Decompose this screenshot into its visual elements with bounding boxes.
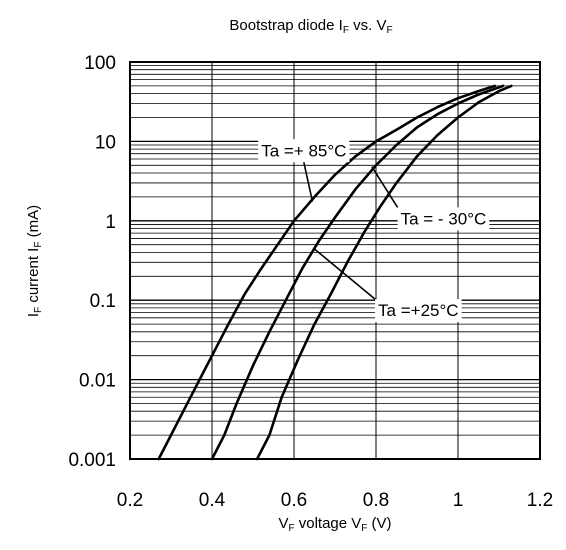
x-tick-label: 0.4 — [199, 490, 226, 511]
x-tick-label: 1 — [453, 490, 464, 511]
x-axis-label: VF voltage VF (V) — [278, 515, 391, 534]
y-tick-label: 0.1 — [90, 291, 116, 312]
x-tick-label: 0.6 — [281, 490, 307, 511]
annotations: Ta =+ 85°C Ta = - 30°C Ta =+25°C — [258, 139, 490, 323]
y-tick-label: 0.001 — [68, 450, 116, 471]
annotation-box — [375, 299, 462, 323]
series-lines — [157, 84, 513, 461]
series-line-2 — [210, 84, 505, 461]
y-axis-label: IF current IF (mA) — [25, 205, 44, 317]
annotation-3: Ta =+25°C — [313, 247, 462, 323]
annotation-1: Ta =+ 85°C — [258, 139, 350, 202]
annotation-label: Ta =+25°C — [378, 301, 459, 320]
x-tick-label: 0.8 — [363, 490, 389, 511]
annotation-leader — [313, 247, 376, 300]
annotation-box — [397, 207, 490, 231]
tick-labels: 0.2 0.4 0.6 0.8 1 1.2 0.001 0.01 0.1 1 10 100 — [68, 53, 553, 511]
y-tick-label: 10 — [95, 132, 116, 153]
series-line-3 — [255, 84, 513, 461]
annotation-leader — [371, 166, 399, 208]
y-tick-label: 100 — [84, 53, 116, 74]
y-tick-label: 0.01 — [79, 371, 116, 392]
annotation-box — [258, 139, 350, 163]
annotation-2: Ta = - 30°C — [371, 166, 490, 231]
plot-area — [129, 61, 541, 460]
annotation-leader — [303, 162, 314, 202]
series-line-1 — [157, 84, 497, 461]
chart-title: Bootstrap diode IF vs. VF — [229, 17, 392, 36]
grid — [130, 62, 540, 459]
annotation-label: Ta = - 30°C — [401, 209, 487, 228]
x-tick-label: 0.2 — [117, 490, 143, 511]
x-tick-label: 1.2 — [527, 490, 553, 511]
y-tick-label: 1 — [105, 212, 116, 233]
annotation-label: Ta =+ 85°C — [261, 141, 346, 160]
